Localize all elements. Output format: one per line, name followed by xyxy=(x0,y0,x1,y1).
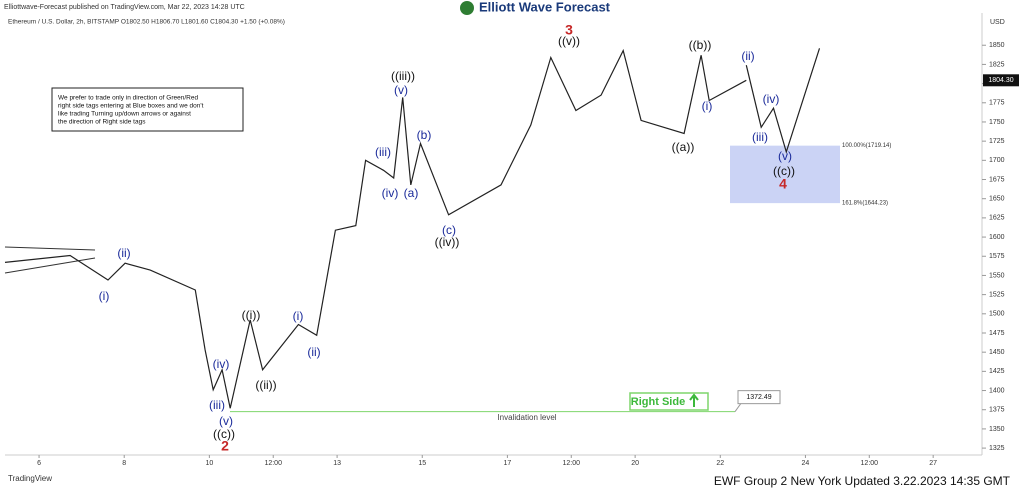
wave-label: (b) xyxy=(417,128,432,142)
y-tick-label: 1850 xyxy=(989,42,1005,49)
right-side-tag xyxy=(629,392,709,411)
y-tick-label: 1450 xyxy=(989,349,1005,356)
publisher: Elliottwave-Forecast published on Tradin… xyxy=(4,4,245,11)
y-axis-label: USD xyxy=(990,19,1005,26)
x-tick-label: 12:00 xyxy=(563,460,581,467)
y-tick-label: 1425 xyxy=(989,368,1005,375)
y-tick-label: 1600 xyxy=(989,234,1005,241)
y-tick-label: 1500 xyxy=(989,311,1005,318)
triangle-line xyxy=(4,257,96,274)
wave-label: (i) xyxy=(293,309,304,323)
y-tick-label: 1625 xyxy=(989,215,1005,222)
invalidation-tag xyxy=(737,390,781,405)
wave-label: ((iv)) xyxy=(435,235,460,249)
y-tick-label: 1550 xyxy=(989,272,1005,279)
fib-level-label: 100.00%(1719.14) xyxy=(842,143,891,149)
target-box xyxy=(730,145,840,204)
fib-level-label: 161.8%(1644.23) xyxy=(842,201,888,207)
x-tick-label: 27 xyxy=(929,460,937,467)
wave-label: (v) xyxy=(778,149,792,163)
y-tick-label: 1475 xyxy=(989,330,1005,337)
y-tick-label: 1350 xyxy=(989,426,1005,433)
y-tick-label: 1750 xyxy=(989,119,1005,126)
wave-label: ((iii)) xyxy=(391,69,415,83)
wave-label: (i) xyxy=(702,99,713,113)
y-tick-label: 1375 xyxy=(989,407,1005,414)
x-tick-label: 8 xyxy=(122,460,126,467)
x-tick-label: 24 xyxy=(802,460,810,467)
footer-updated: EWF Group 2 New York Updated 3.22.2023 1… xyxy=(714,474,1011,488)
x-tick-label: 22 xyxy=(716,460,724,467)
x-tick-label: 15 xyxy=(418,460,426,467)
wave-label: (i) xyxy=(99,289,110,303)
wave-label: (iv) xyxy=(382,186,399,200)
wave-label: ((i)) xyxy=(242,308,261,322)
wave-label: (iv) xyxy=(763,92,780,106)
wave-label: ((b)) xyxy=(689,38,712,52)
wave-label: (ii) xyxy=(307,345,320,359)
y-tick-label: 1775 xyxy=(989,100,1005,107)
wave-label: ((c)) xyxy=(213,427,235,441)
y-tick-label: 1700 xyxy=(989,157,1005,164)
x-tick-label: 12:00 xyxy=(264,460,282,467)
wave-label: ((a)) xyxy=(672,140,695,154)
note-line: right side tags entering at Blue boxes a… xyxy=(58,103,204,110)
wave-label: 2 xyxy=(221,438,229,454)
brand-icon xyxy=(460,1,474,15)
note-line: the direction of Right side tags xyxy=(58,119,146,126)
wave-label: (c) xyxy=(442,223,456,237)
x-tick-label: 17 xyxy=(504,460,512,467)
wave-label: (iii) xyxy=(375,145,391,159)
wave-label: ((v)) xyxy=(558,34,580,48)
x-tick-label: 13 xyxy=(333,460,341,467)
note-box xyxy=(51,87,244,132)
x-tick-label: 12:00 xyxy=(861,460,879,467)
invalidation-text: Invalidation level xyxy=(497,413,556,422)
y-tick-label: 1675 xyxy=(989,176,1005,183)
wave-label: (iv) xyxy=(213,357,230,371)
y-tick-label: 1400 xyxy=(989,387,1005,394)
x-tick-label: 20 xyxy=(631,460,639,467)
wave-label: 3 xyxy=(565,22,573,38)
y-tick-label: 1325 xyxy=(989,445,1005,452)
last-price-tag xyxy=(983,74,1019,87)
y-tick-label: 1525 xyxy=(989,291,1005,298)
wave-label: (ii) xyxy=(741,49,754,63)
y-tick-label: 1825 xyxy=(989,61,1005,68)
right-side-text: Right Side xyxy=(631,396,685,408)
right-side-arrow xyxy=(689,393,699,407)
note-line: like trading Turning up/down arrows or a… xyxy=(58,111,191,118)
brand: Elliott Wave Forecast xyxy=(479,0,611,14)
wave-label: (ii) xyxy=(117,246,130,260)
wave-label: (v) xyxy=(219,414,233,428)
wave-label: (iii) xyxy=(752,130,768,144)
wave-label: (a) xyxy=(404,186,419,200)
x-tick-label: 6 xyxy=(37,460,41,467)
note-line: We prefer to trade only in direction of … xyxy=(58,95,198,102)
y-tick-label: 1575 xyxy=(989,253,1005,260)
y-tick-label: 1725 xyxy=(989,138,1005,145)
price-line xyxy=(4,48,747,409)
wave-label: ((ii)) xyxy=(255,378,276,392)
symbol-info: Ethereum / U.S. Dollar, 2h, BITSTAMP O18… xyxy=(8,19,285,26)
wave-label: 4 xyxy=(779,176,787,192)
y-tick-label: 1650 xyxy=(989,196,1005,203)
projection-line xyxy=(745,48,821,154)
wave-label: ((c)) xyxy=(773,164,795,178)
triangle-line xyxy=(4,246,96,251)
invalidation-value: 1372.49 xyxy=(746,394,771,401)
x-tick-label: 10 xyxy=(205,460,213,467)
footer-logo: TradingView xyxy=(8,474,52,483)
wave-label: (v) xyxy=(394,83,408,97)
last-price-label: 1804.30 xyxy=(988,77,1013,84)
wave-label: (iii) xyxy=(209,398,225,412)
